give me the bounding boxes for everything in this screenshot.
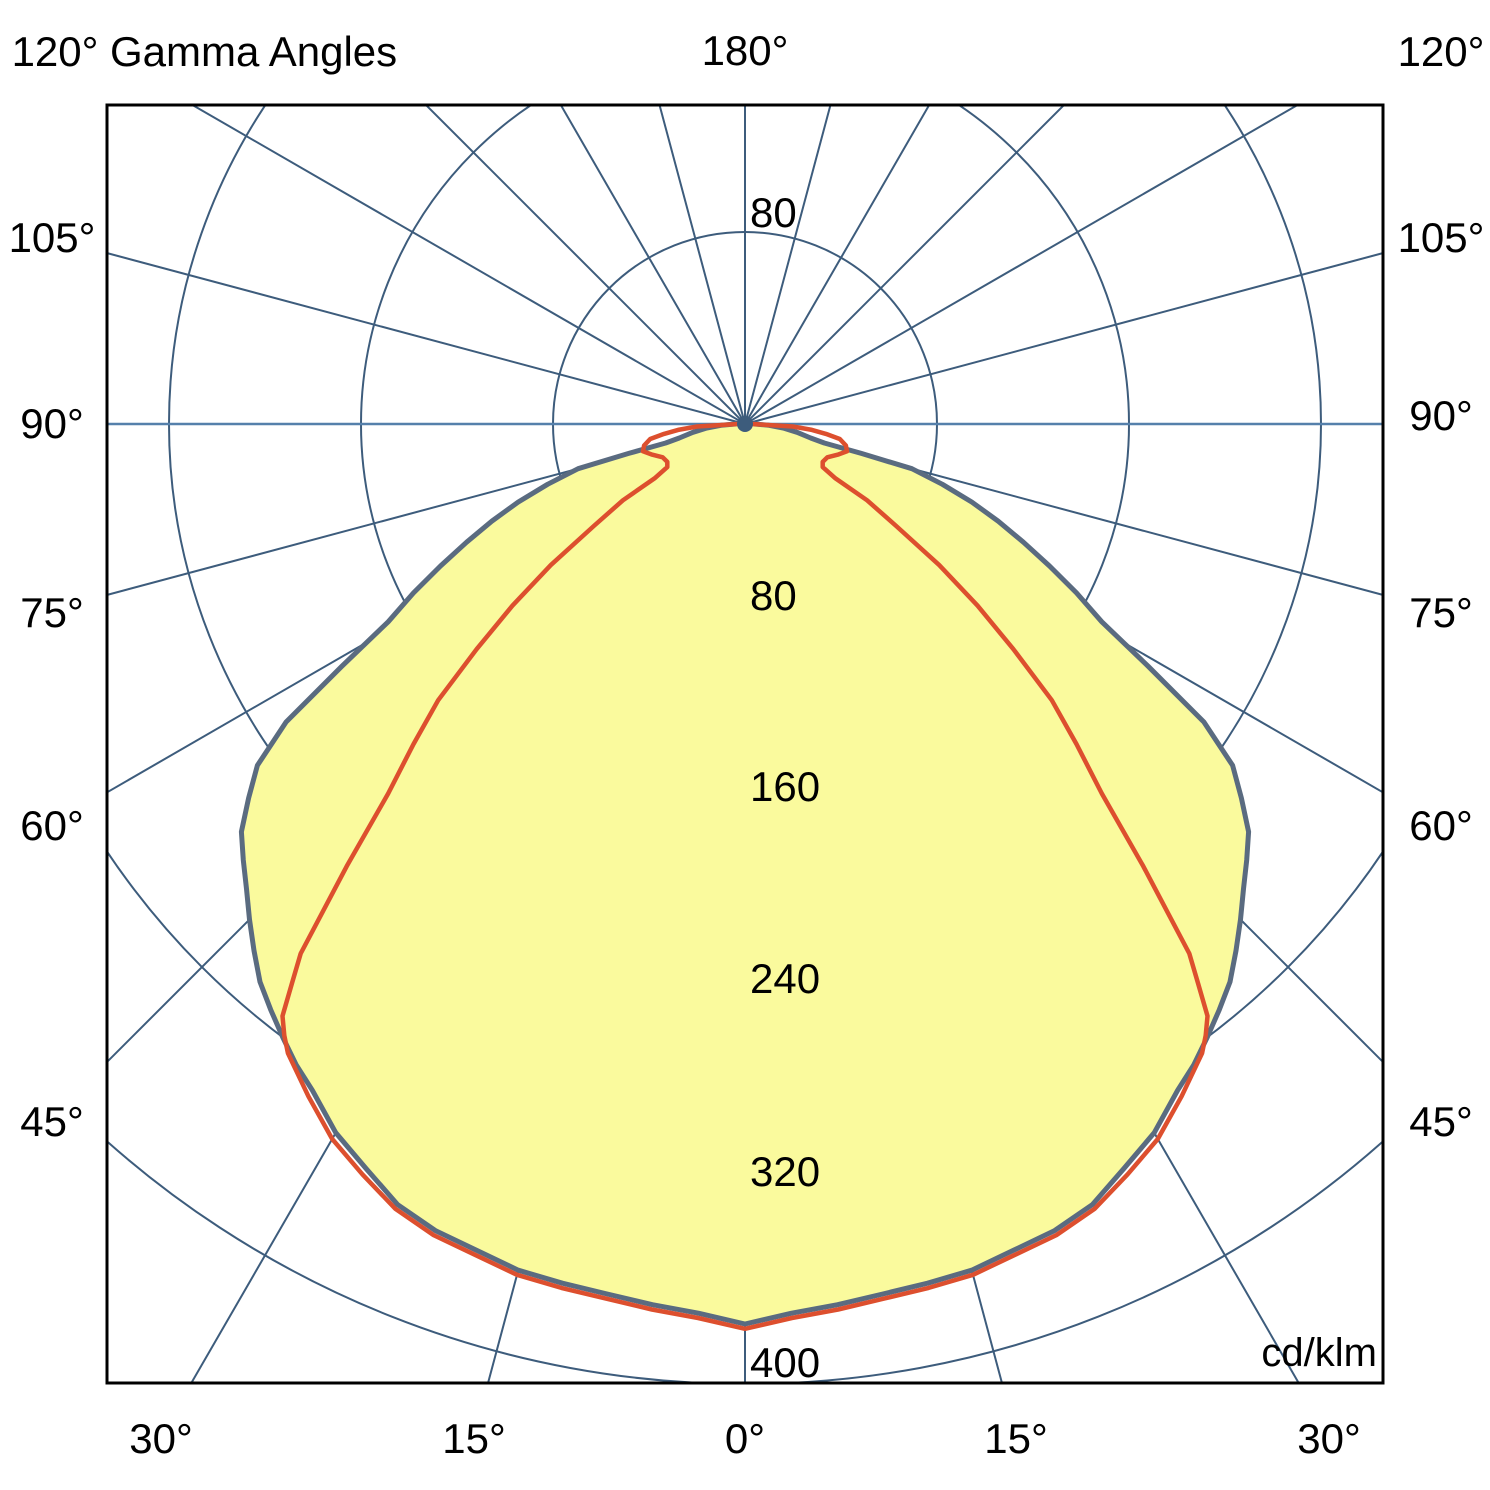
gamma-label-30-bottom-right: 30°	[1297, 1415, 1361, 1462]
gamma-label-30-bottom-left: 30°	[129, 1415, 193, 1462]
radial-tick-400: 400	[750, 1339, 820, 1386]
gamma-label-90-left: 90°	[20, 400, 84, 447]
gamma-label-45-left: 45°	[20, 1098, 84, 1145]
radial-tick-320: 320	[750, 1148, 820, 1195]
gamma-label-75-left: 75°	[20, 589, 84, 636]
polar-center-dot	[737, 416, 753, 432]
units-label: cd/klm	[1261, 1331, 1377, 1375]
radial-tick-80-top: 80	[750, 189, 797, 236]
radial-tick-240: 240	[750, 955, 820, 1002]
gamma-label-75-right: 75°	[1409, 589, 1473, 636]
gamma-label-120-right-top: 120°	[1398, 28, 1485, 75]
radial-tick-80: 80	[750, 572, 797, 619]
gamma-angle-labels: 120° 180° 120° 105° 105° 90° 90° 75° 75° 60° 60° 45…	[9, 27, 1485, 1462]
gamma-label-120-left-top: 120°	[12, 28, 99, 75]
gamma-label-15-bottom-left: 15°	[442, 1415, 506, 1462]
chart-title: Gamma Angles	[110, 28, 397, 75]
gamma-label-45-right: 45°	[1409, 1098, 1473, 1145]
plot-border	[105, 103, 1385, 1385]
gamma-label-0-bottom: 0°	[725, 1415, 765, 1462]
gamma-label-105-left: 105°	[9, 214, 96, 261]
gamma-label-105-right: 105°	[1398, 214, 1485, 261]
c0-c180-curve	[238, 421, 1252, 1327]
gamma-label-90-right: 90°	[1409, 392, 1473, 439]
gamma-label-15-bottom-right: 15°	[984, 1415, 1048, 1462]
c90-c270-curve	[280, 421, 1210, 1332]
radial-tick-160: 160	[750, 763, 820, 810]
gamma-label-60-left: 60°	[20, 802, 84, 849]
gamma-label-180-top: 180°	[702, 27, 789, 74]
gamma-label-60-right: 60°	[1409, 802, 1473, 849]
radial-tick-labels: 80 80 160 240 320 400	[750, 189, 820, 1386]
intensity-lobe-fill	[241, 424, 1249, 1324]
